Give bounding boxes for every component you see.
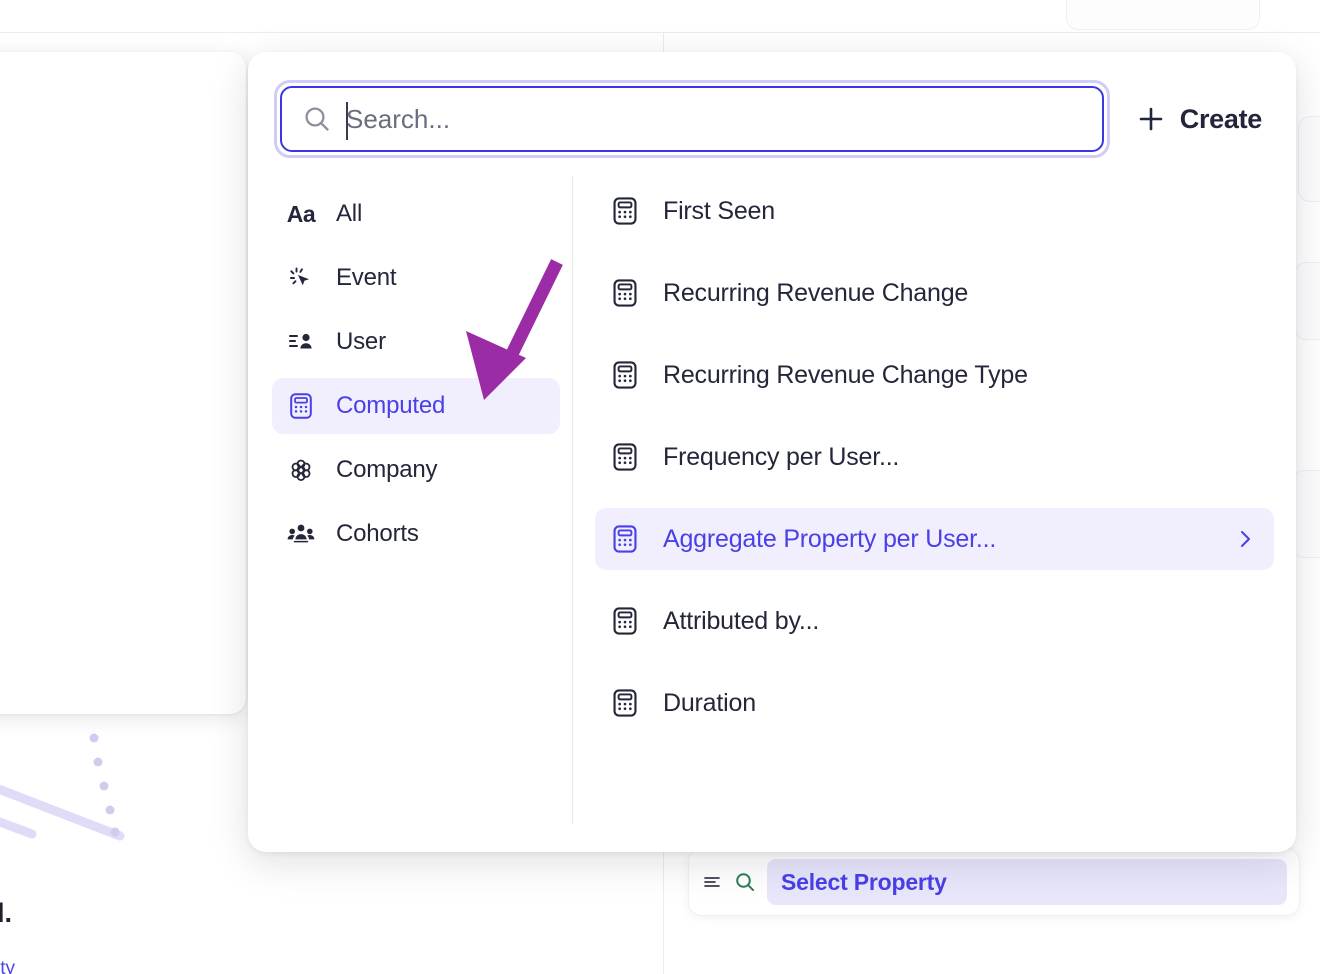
list-item-label: Recurring Revenue Change Type xyxy=(663,360,1028,389)
category-label: All xyxy=(336,200,363,227)
search-icon[interactable] xyxy=(733,870,757,894)
calculator-icon xyxy=(609,277,641,309)
modal-body: Aa All Event xyxy=(248,176,1296,824)
cohorts-icon xyxy=(286,519,316,549)
plus-icon xyxy=(1136,104,1166,134)
category-label: Event xyxy=(336,264,397,291)
aa-text-icon: Aa xyxy=(286,200,316,227)
search-field[interactable] xyxy=(280,86,1104,152)
user-list-icon xyxy=(286,327,316,357)
calculator-icon xyxy=(609,605,641,637)
background-card-right-3 xyxy=(1292,470,1320,558)
background-card-top xyxy=(1066,0,1260,30)
list-item-label: First Seen xyxy=(663,196,775,225)
create-button-label: Create xyxy=(1179,103,1263,134)
list-item-label: Recurring Revenue Change xyxy=(663,278,969,307)
select-property-chip[interactable]: Select Property xyxy=(767,859,1287,905)
list-item[interactable]: Attributed by... xyxy=(595,590,1274,652)
calculator-icon xyxy=(609,441,641,473)
info-line: acks the property xyxy=(0,149,206,188)
page-divider-horizontal xyxy=(0,32,1320,33)
category-item-computed[interactable]: Computed xyxy=(272,378,560,434)
category-list: Aa All Event xyxy=(248,180,572,820)
calculator-icon xyxy=(609,195,641,227)
list-item-label: Aggregate Property per User... xyxy=(663,524,997,553)
property-list: First Seen Recurring Revenue Change xyxy=(573,180,1296,820)
column-divider xyxy=(572,176,573,824)
list-item-label: Attributed by... xyxy=(663,606,820,635)
search-icon xyxy=(302,104,332,134)
category-item-company[interactable]: Company xyxy=(272,442,560,498)
list-item[interactable]: Recurring Revenue Change xyxy=(595,262,1274,324)
search-input[interactable] xyxy=(346,88,1102,150)
info-popover: rty per User... acks the property ser. T… xyxy=(0,52,246,714)
search-field-wrapper[interactable] xyxy=(274,80,1110,158)
list-item-label: Duration xyxy=(663,688,756,717)
list-item[interactable]: Frequency per User... xyxy=(595,426,1274,488)
background-bottom-link[interactable]: ...roperty xyxy=(0,958,15,974)
background-card-right-2 xyxy=(1294,262,1320,340)
calculator-icon xyxy=(609,687,641,719)
list-item-label: Frequency per User... xyxy=(663,442,900,471)
decorative-lines xyxy=(0,733,125,841)
category-label: Company xyxy=(336,456,438,483)
category-label: Cohorts xyxy=(336,520,419,547)
calculator-icon xyxy=(609,359,641,391)
hamburger-icon[interactable] xyxy=(701,871,723,893)
company-icon xyxy=(286,455,316,485)
list-item[interactable]: Recurring Revenue Change Type xyxy=(595,344,1274,406)
create-button[interactable]: Create xyxy=(1132,104,1266,135)
category-item-cohorts[interactable]: Cohorts xyxy=(272,506,560,562)
category-item-all[interactable]: Aa All xyxy=(272,186,560,242)
info-line: ating it to other xyxy=(0,266,206,305)
category-item-event[interactable]: Event xyxy=(272,250,560,306)
calculator-icon xyxy=(609,523,641,555)
background-bottom-text: d. xyxy=(0,898,12,928)
category-item-user[interactable]: User xyxy=(272,314,560,370)
category-label: Computed xyxy=(336,392,446,419)
modal-header: Create xyxy=(248,52,1296,158)
background-card-right-1 xyxy=(1298,116,1320,202)
list-item-selected[interactable]: Aggregate Property per User... xyxy=(595,508,1274,570)
list-item[interactable]: First Seen xyxy=(595,180,1274,242)
select-property-row[interactable]: Select Property xyxy=(688,848,1300,916)
property-picker-modal: Create Aa All Event xyxy=(248,52,1296,852)
list-item[interactable]: Duration xyxy=(595,672,1274,734)
category-label: User xyxy=(336,328,386,355)
cursor-click-icon xyxy=(286,263,316,293)
text-caret xyxy=(346,102,348,140)
info-line: for understanding the xyxy=(0,227,206,266)
chevron-right-icon[interactable] xyxy=(1234,528,1256,550)
info-popover-title: rty per User... xyxy=(0,90,206,119)
calculator-icon xyxy=(286,391,316,421)
